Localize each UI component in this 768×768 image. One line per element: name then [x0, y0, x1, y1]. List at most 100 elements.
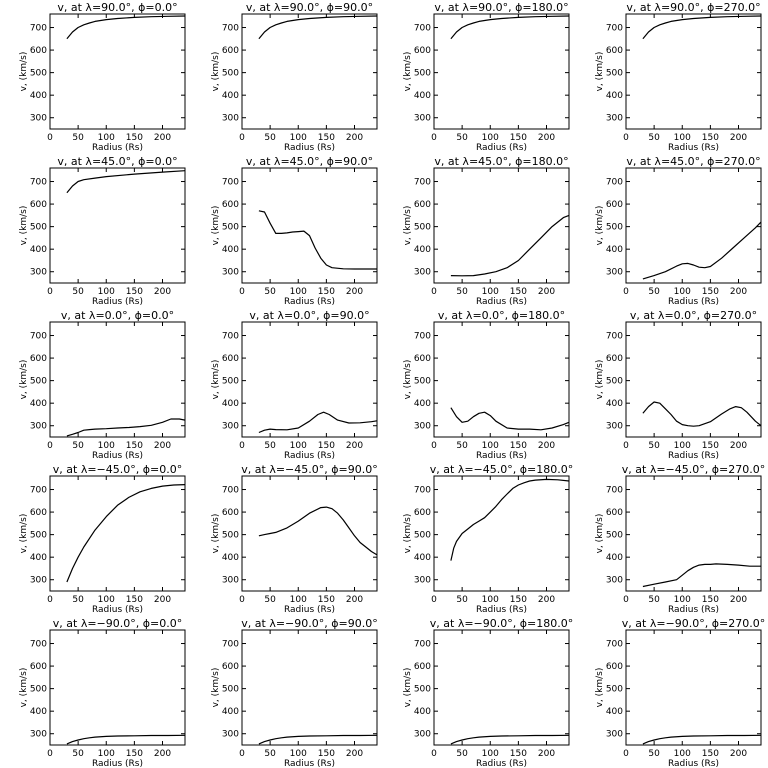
x-tick-label: 100: [674, 441, 691, 451]
series-line: [450, 15, 570, 40]
x-tick-label: 0: [431, 749, 437, 759]
x-tick-label: 0: [623, 749, 629, 759]
y-tick-label: 400: [606, 91, 623, 101]
subplot-title: v, at λ=−45.0°, ϕ=270.0°: [622, 463, 765, 476]
y-tick-label: 300: [30, 268, 47, 278]
x-tick-label: 150: [510, 749, 527, 759]
series-line: [258, 15, 378, 40]
series-line: [450, 214, 570, 277]
y-tick-label: 300: [414, 576, 431, 586]
subplot-3: v, at λ=90.0°, ϕ=180.0° 0 50 100 150 200 300 40…: [403, 1, 570, 153]
subplot-title: v, at λ=0.0°, ϕ=0.0°: [61, 309, 174, 322]
subplot-18: v, at λ=−90.0°, ϕ=90.0° 0 50 100 150 200 300 40…: [211, 617, 378, 768]
y-tick-label: 400: [606, 553, 623, 563]
x-tick-label: 150: [318, 133, 335, 143]
subplot-11: v, at λ=0.0°, ϕ=180.0° 0 50 100 150 200 300 400…: [403, 309, 570, 461]
x-axis-label: Radius (Rs): [476, 759, 527, 768]
subplot-4: v, at λ=90.0°, ϕ=270.0° 0 50 100 150 200 300 40…: [595, 1, 762, 153]
y-axis-label: v, (km/s): [211, 206, 221, 246]
y-axis-label: v, (km/s): [595, 514, 605, 554]
subplot-7: v, at λ=45.0°, ϕ=180.0° 0 50 100 150 200 300 40…: [403, 155, 570, 307]
series-line: [450, 407, 570, 431]
x-tick-label: 0: [239, 595, 245, 605]
y-tick-label: 300: [222, 114, 239, 124]
y-tick-label: 400: [30, 707, 47, 717]
x-tick-label: 0: [623, 441, 629, 451]
subplot-title: v, at λ=90.0°, ϕ=270.0°: [626, 1, 760, 14]
y-tick-label: 400: [222, 245, 239, 255]
y-tick-label: 300: [222, 576, 239, 586]
y-tick-label: 400: [30, 399, 47, 409]
subplot-17: v, at λ=−90.0°, ϕ=0.0° 0 50 100 150 200 300 400…: [19, 617, 186, 768]
y-tick-label: 600: [30, 508, 47, 518]
y-tick-label: 600: [414, 200, 431, 210]
x-tick-label: 150: [318, 595, 335, 605]
y-tick-label: 300: [30, 114, 47, 124]
y-tick-label: 300: [414, 422, 431, 432]
x-axis-label: Radius (Rs): [668, 297, 719, 307]
plot-frame: [49, 13, 186, 130]
x-tick-label: 50: [456, 287, 468, 297]
y-tick-label: 400: [222, 553, 239, 563]
x-tick-label: 150: [318, 287, 335, 297]
y-tick-label: 700: [414, 24, 431, 34]
x-tick-label: 50: [72, 133, 84, 143]
y-axis-label: v, (km/s): [595, 360, 605, 400]
x-axis-label: Radius (Rs): [92, 605, 143, 615]
y-tick-label: 600: [30, 354, 47, 364]
y-tick-label: 400: [414, 553, 431, 563]
y-tick-label: 400: [414, 245, 431, 255]
x-tick-label: 50: [648, 133, 660, 143]
subplot-title: v, at λ=45.0°, ϕ=0.0°: [57, 155, 177, 168]
y-axis-label: v, (km/s): [19, 52, 29, 92]
x-axis-label: Radius (Rs): [476, 143, 527, 153]
y-tick-label: 400: [606, 707, 623, 717]
x-tick-label: 50: [264, 287, 276, 297]
y-axis-label: v, (km/s): [403, 52, 413, 92]
y-tick-label: 700: [30, 24, 47, 34]
y-tick-label: 600: [222, 354, 239, 364]
subplot-14: v, at λ=−45.0°, ϕ=90.0° 0 50 100 150 200 300 40…: [211, 463, 378, 615]
y-tick-label: 300: [414, 114, 431, 124]
x-tick-label: 200: [154, 133, 171, 143]
x-tick-label: 200: [346, 287, 363, 297]
y-tick-label: 700: [606, 24, 623, 34]
x-tick-label: 100: [482, 749, 499, 759]
x-tick-label: 50: [648, 749, 660, 759]
y-tick-label: 500: [30, 531, 47, 541]
y-tick-label: 600: [414, 46, 431, 56]
subplot-15: v, at λ=−45.0°, ϕ=180.0° 0 50 100 150 200 300 4…: [403, 463, 573, 615]
x-axis-label: Radius (Rs): [476, 451, 527, 461]
y-tick-label: 600: [606, 508, 623, 518]
plot-frame: [49, 475, 186, 592]
series-line: [66, 170, 186, 194]
x-tick-label: 200: [730, 595, 747, 605]
x-tick-label: 100: [482, 287, 499, 297]
y-tick-label: 600: [414, 508, 431, 518]
plot-frame: [49, 167, 186, 284]
x-tick-label: 150: [126, 287, 143, 297]
y-tick-label: 600: [606, 662, 623, 672]
x-axis-label: Radius (Rs): [668, 605, 719, 615]
y-tick-label: 300: [606, 576, 623, 586]
x-tick-label: 0: [47, 595, 53, 605]
y-tick-label: 500: [606, 531, 623, 541]
series-line: [642, 401, 762, 427]
x-tick-label: 150: [510, 133, 527, 143]
y-tick-label: 700: [30, 640, 47, 650]
series-line: [642, 563, 761, 588]
subplot-title: v, at λ=45.0°, ϕ=270.0°: [626, 155, 760, 168]
x-tick-label: 150: [510, 595, 527, 605]
x-tick-label: 150: [126, 133, 143, 143]
y-tick-label: 500: [222, 531, 239, 541]
y-tick-label: 600: [30, 662, 47, 672]
y-tick-label: 500: [414, 377, 431, 387]
y-tick-label: 500: [222, 69, 239, 79]
subplot-title: v, at λ=0.0°, ϕ=180.0°: [438, 309, 565, 322]
subplot-title: v, at λ=−90.0°, ϕ=90.0°: [241, 617, 377, 630]
y-tick-label: 400: [606, 245, 623, 255]
x-tick-label: 100: [290, 441, 307, 451]
plot-frame: [625, 167, 762, 284]
x-tick-label: 100: [674, 133, 691, 143]
x-tick-label: 200: [730, 441, 747, 451]
